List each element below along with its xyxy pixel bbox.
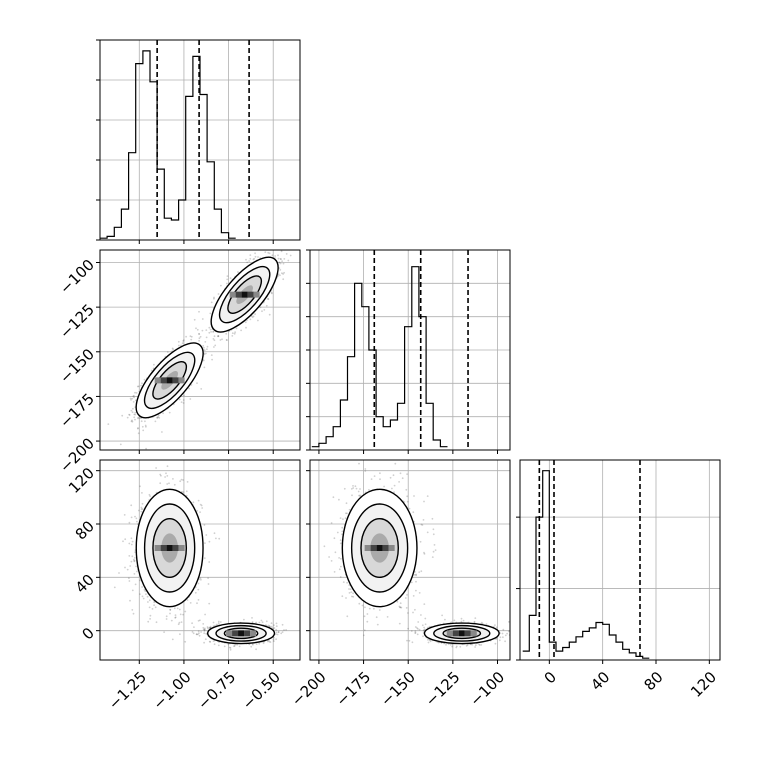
density-peak-cell bbox=[172, 545, 179, 551]
x-tick-label: −175 bbox=[332, 668, 374, 710]
y-tick-label: 80 bbox=[72, 517, 98, 543]
histogram-step bbox=[311, 266, 448, 448]
y-tick-label: −150 bbox=[56, 345, 98, 387]
density-peak-cell bbox=[229, 291, 236, 298]
axes-frame bbox=[99, 459, 301, 661]
density-peak-cell bbox=[235, 291, 242, 298]
density-peak-cell bbox=[232, 630, 239, 637]
density-peak-cell bbox=[160, 377, 167, 384]
density-peak-cell bbox=[376, 545, 383, 551]
density-peak-cell bbox=[226, 630, 233, 637]
density-peak-cell bbox=[458, 630, 465, 637]
density-peak-cell bbox=[154, 377, 161, 384]
density-body bbox=[323, 462, 510, 649]
density-peak-cell bbox=[178, 545, 185, 551]
histogram-step bbox=[522, 470, 650, 659]
x-tick-label: −0.50 bbox=[239, 668, 284, 713]
density-peak-cell bbox=[247, 291, 254, 298]
x-tick-label: −150 bbox=[377, 668, 419, 710]
x-tick-label: −0.75 bbox=[194, 668, 239, 713]
density-peak-cell bbox=[370, 545, 377, 551]
histogram-step bbox=[100, 50, 236, 239]
density-peak-cell bbox=[253, 291, 260, 298]
density-peak-cell bbox=[166, 377, 173, 384]
density-peak-cell bbox=[470, 630, 477, 637]
panel-density-p2-p3: −200 −175 −150 −125 −100 bbox=[288, 459, 511, 710]
density-peak-cell bbox=[364, 545, 371, 551]
density-peak-cell bbox=[172, 377, 179, 384]
x-tick-label: −1.00 bbox=[149, 668, 194, 713]
density-peak-cell bbox=[388, 545, 395, 551]
panel-hist-p3: 0 40 80 120 bbox=[516, 459, 721, 701]
x-tick-label: −125 bbox=[422, 668, 464, 710]
x-tick-label: 80 bbox=[641, 668, 667, 694]
density-body bbox=[113, 465, 287, 651]
x-tick-label: −200 bbox=[288, 668, 330, 710]
density-peak-cell bbox=[154, 545, 161, 551]
axes-frame bbox=[519, 459, 721, 661]
density-peak-cell bbox=[446, 630, 453, 637]
x-tick-label: 0 bbox=[541, 668, 560, 687]
axes-frame bbox=[309, 249, 511, 451]
panel-density-p1-p2: −200−175−150−125−100 bbox=[56, 249, 301, 476]
density-peak-cell bbox=[382, 545, 389, 551]
y-tick-label: −200 bbox=[56, 434, 98, 476]
axes-frame bbox=[309, 459, 511, 661]
density-peak-cell bbox=[160, 545, 167, 551]
y-tick-label: −175 bbox=[56, 390, 98, 432]
density-peak-cell bbox=[166, 545, 173, 551]
panel-hist-p1 bbox=[96, 39, 301, 244]
y-tick-label: −125 bbox=[56, 300, 98, 342]
x-tick-label: −100 bbox=[466, 668, 508, 710]
x-tick-label: −1.25 bbox=[105, 668, 150, 713]
x-tick-label: 40 bbox=[587, 668, 613, 694]
y-tick-label: −100 bbox=[56, 256, 98, 298]
density-peak-cell bbox=[464, 630, 471, 637]
axes-frame bbox=[99, 39, 301, 241]
panel-hist-p2 bbox=[306, 249, 511, 454]
density-peak-cell bbox=[178, 377, 185, 384]
density-peak-cell bbox=[238, 630, 245, 637]
density-peak-cell bbox=[244, 630, 251, 637]
y-tick-label: 40 bbox=[72, 571, 98, 597]
x-tick-label: 120 bbox=[687, 668, 720, 701]
density-peak-cell bbox=[250, 630, 257, 637]
density-peak-cell bbox=[241, 291, 248, 298]
y-tick-label: 0 bbox=[79, 624, 98, 643]
density-body bbox=[107, 250, 292, 450]
axes-frame bbox=[99, 249, 301, 451]
density-peak-cell bbox=[452, 630, 459, 637]
